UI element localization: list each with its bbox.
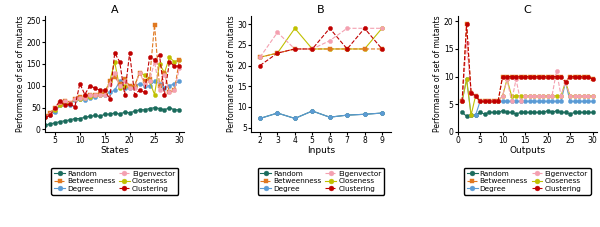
Y-axis label: Performance of set of mutants: Performance of set of mutants — [433, 15, 442, 132]
Title: B: B — [317, 5, 325, 15]
Legend: Random, Betweenness, Degree, Eigenvector, Closeness, Clustering: Random, Betweenness, Degree, Eigenvector… — [51, 168, 178, 195]
Title: A: A — [111, 5, 119, 15]
Title: C: C — [523, 5, 531, 15]
Y-axis label: Performance of set of mutants: Performance of set of mutants — [16, 15, 25, 132]
Y-axis label: Performance of set of mutants: Performance of set of mutants — [227, 15, 236, 132]
Legend: Random, Betweenness, Degree, Eigenvector, Closeness, Clustering: Random, Betweenness, Degree, Eigenvector… — [464, 168, 591, 195]
Legend: Random, Betweenness, Degree, Eigenvector, Closeness, Clustering: Random, Betweenness, Degree, Eigenvector… — [257, 168, 385, 195]
X-axis label: Inputs: Inputs — [307, 146, 335, 155]
X-axis label: States: States — [100, 146, 129, 155]
X-axis label: Outputs: Outputs — [509, 146, 545, 155]
